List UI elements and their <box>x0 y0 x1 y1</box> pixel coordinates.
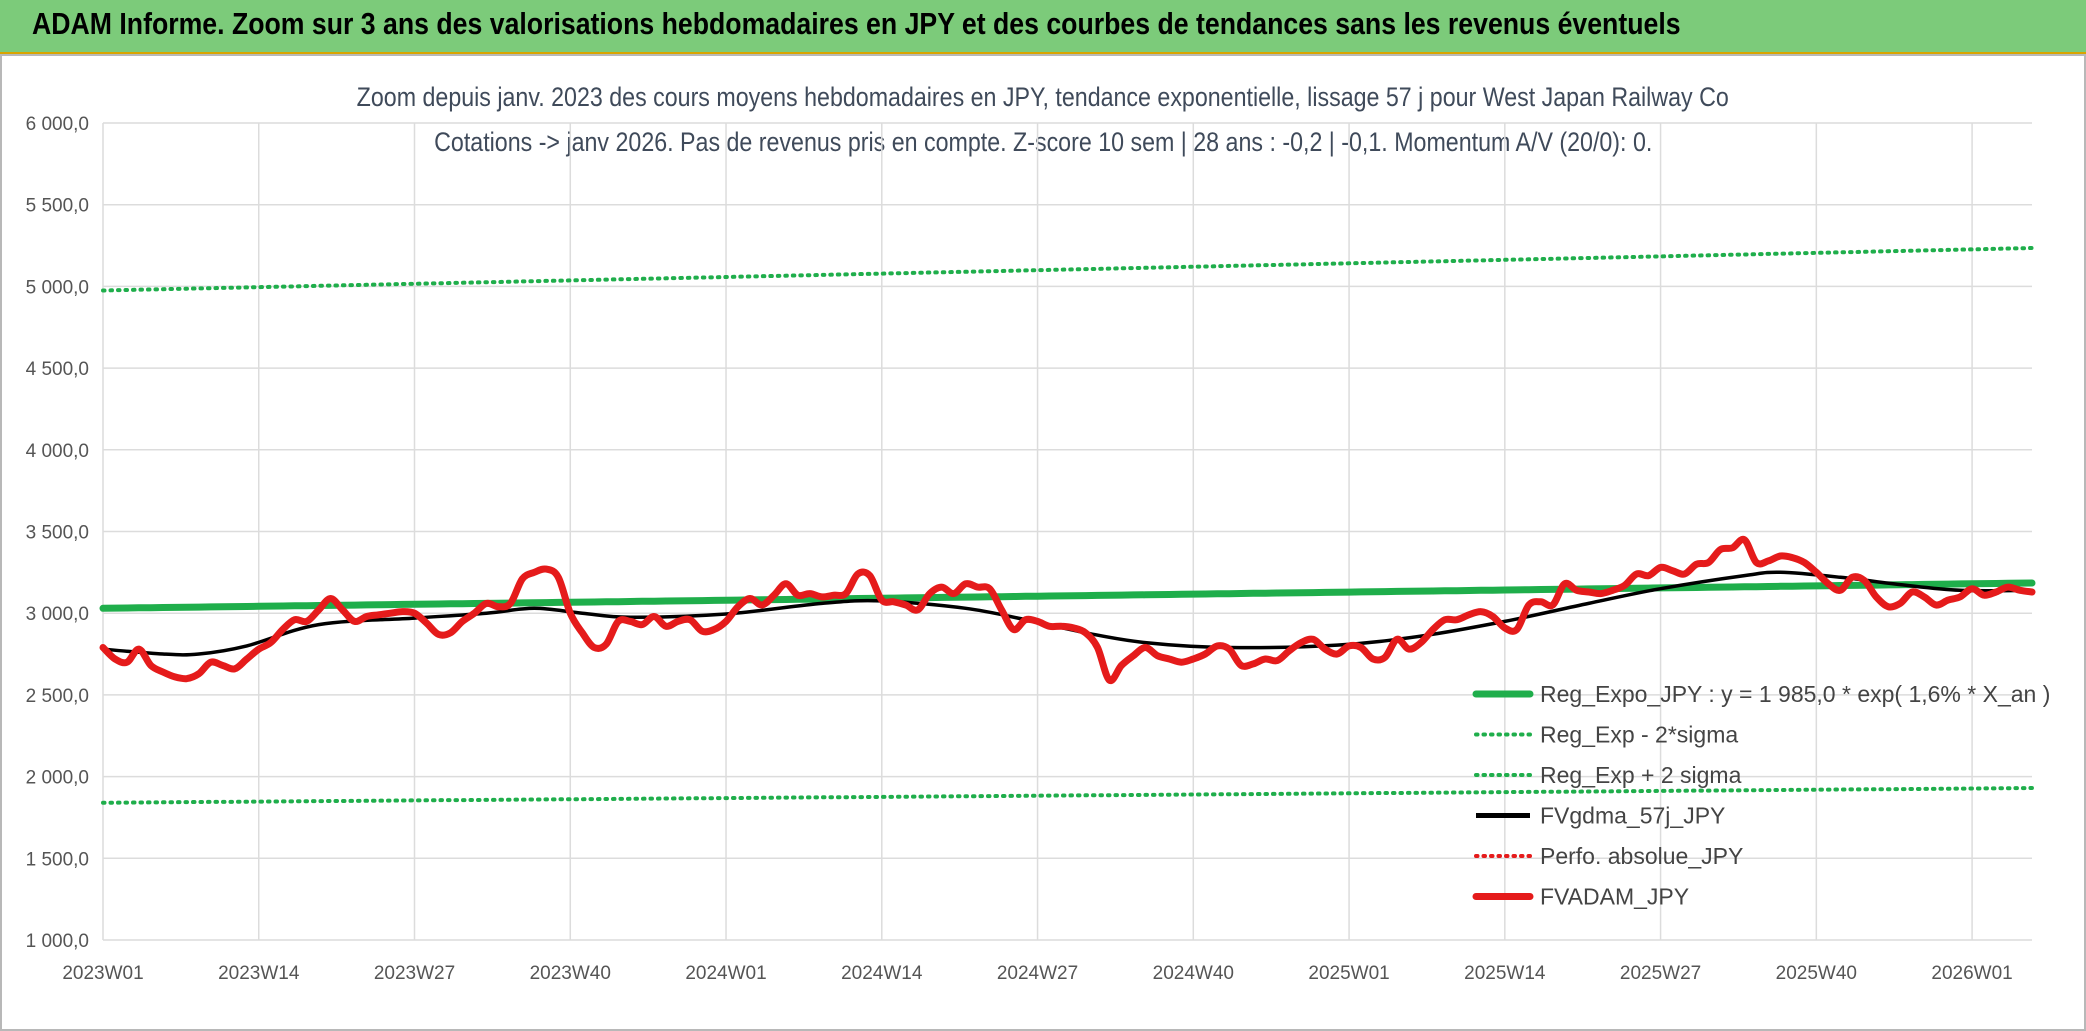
x-tick-label: 2024W01 <box>685 963 766 984</box>
grid <box>102 122 2032 941</box>
x-tick-label: 2025W14 <box>1464 963 1546 984</box>
y-tick-label: 5 500,0 <box>26 196 89 217</box>
series-line-5 <box>99 535 2036 685</box>
legend-label-1: Reg_Exp - 2*sigma <box>1540 722 1738 748</box>
x-tick-label: 2024W27 <box>997 963 1078 984</box>
y-axis: 6 000,0 5 500,0 5 000,0 4 500,0 4 000,0 3 500… <box>26 114 89 952</box>
legend: Reg_Expo_JPY : y = 1 985,0 * exp( 1,6% *… <box>1472 681 2050 910</box>
series-line-0 <box>99 579 2036 612</box>
legend-label-3: FVgdma_57j_JPY <box>1540 803 1725 829</box>
y-tick-label: 3 000,0 <box>26 604 89 625</box>
y-tick-label: 4 500,0 <box>26 359 89 380</box>
x-tick-label: 2025W01 <box>1308 963 1389 984</box>
report-title: ADAM Informe. Zoom sur 3 ans des valoris… <box>32 6 1681 41</box>
x-tick-label: 2026W01 <box>1931 963 2012 984</box>
legend-label-4: Perfo. absolue_JPY <box>1540 843 1743 869</box>
chart-frame <box>0 54 2086 1031</box>
chart-title-line1-text: Zoom depuis janv. 2023 des cours moyens … <box>356 82 1730 112</box>
chart-title-line1: Zoom depuis janv. 2023 des cours moyens … <box>0 82 2086 113</box>
legend-label-5: FVADAM_JPY <box>1540 884 1689 910</box>
y-tick-label: 6 000,0 <box>26 114 89 135</box>
x-tick-label: 2025W27 <box>1620 963 1701 984</box>
legend-label-2: Reg_Exp + 2 sigma <box>1540 762 1742 788</box>
report-banner: ADAM Informe. Zoom sur 3 ans des valoris… <box>0 0 2086 54</box>
x-tick-label: 2023W01 <box>62 963 143 984</box>
y-tick-label: 2 000,0 <box>26 768 89 789</box>
y-tick-label: 3 500,0 <box>26 523 89 544</box>
series-layer <box>99 246 2036 805</box>
x-tick-label: 2024W40 <box>1153 963 1234 984</box>
x-tick-label: 2025W40 <box>1776 963 1857 984</box>
x-tick-label: 2023W40 <box>530 963 611 984</box>
x-axis: 2023W01 2023W14 2023W27 2023W40 2024W01 2024W… <box>62 963 2012 984</box>
series-line-1 <box>101 786 2034 805</box>
legend-label-0: Reg_Expo_JPY : y = 1 985,0 * exp( 1,6% *… <box>1540 681 2050 707</box>
chart-title-line2-text: Cotations -> janv 2026. Pas de revenus p… <box>433 127 1653 157</box>
y-tick-label: 5 000,0 <box>26 277 89 298</box>
series-line-2 <box>101 246 2034 293</box>
chart-title-line2: Cotations -> janv 2026. Pas de revenus p… <box>0 127 2086 158</box>
x-tick-label: 2023W27 <box>374 963 455 984</box>
x-tick-label: 2024W14 <box>841 963 923 984</box>
x-tick-label: 2023W14 <box>218 963 300 984</box>
y-tick-label: 4 000,0 <box>26 441 89 462</box>
y-tick-label: 1 000,0 <box>26 931 89 952</box>
y-tick-label: 1 500,0 <box>26 849 89 870</box>
y-tick-label: 2 500,0 <box>26 686 89 707</box>
